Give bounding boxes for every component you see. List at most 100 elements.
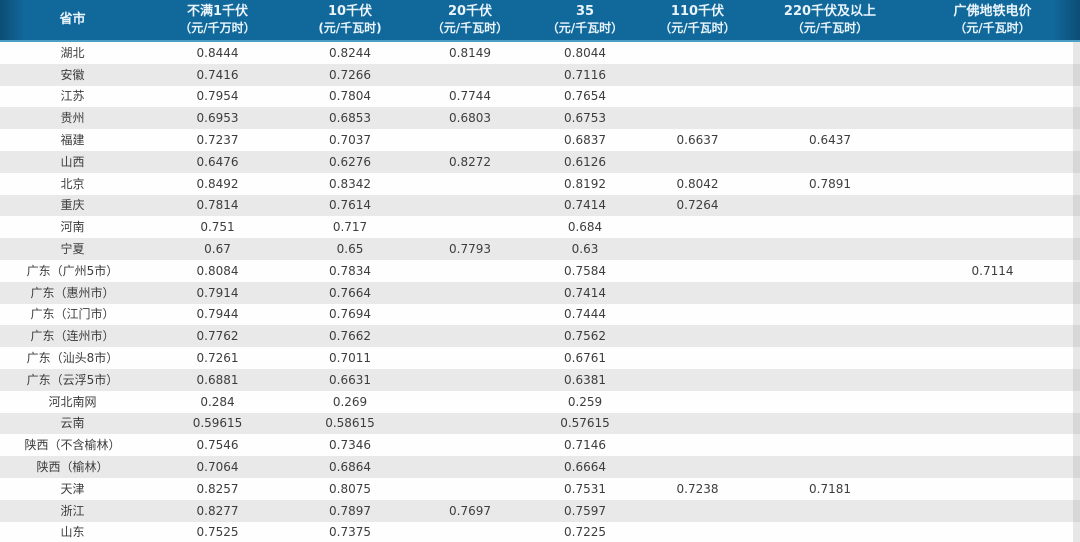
row-label-province: 山东	[60, 525, 85, 540]
price-cell: 0.7891	[809, 176, 851, 191]
price-cell	[755, 434, 905, 456]
row-label-province: 云南	[60, 416, 85, 431]
price-cell: 0.7584	[564, 263, 606, 278]
price-cell: 0.6864	[329, 460, 371, 475]
price-cell	[755, 325, 905, 347]
price-cell	[755, 64, 905, 86]
price-cell: 0.7266	[329, 67, 371, 82]
price-cell	[905, 195, 1080, 217]
price-cell: 0.8084	[196, 263, 239, 278]
column-title: 220千伏及以上	[783, 4, 877, 20]
price-cell: 0.751	[200, 220, 235, 235]
price-cell	[410, 325, 530, 347]
price-cell	[905, 391, 1080, 413]
price-cell: 0.7525	[196, 525, 239, 540]
column-title: 110千伏	[670, 4, 725, 20]
price-cell	[640, 151, 755, 173]
price-cell	[640, 325, 755, 347]
price-cell: 0.7444	[564, 307, 606, 322]
table-row: 天津 0.8257 0.8075 0.7531 0.7238 0.7181	[0, 477, 1080, 500]
price-cell	[755, 304, 905, 326]
price-cell	[755, 216, 905, 238]
price-cell: 0.7238	[676, 481, 719, 496]
price-cell: 0.59615	[192, 416, 243, 431]
price-cell: 0.67	[204, 242, 231, 257]
price-cell: 0.57615	[560, 416, 610, 431]
row-label-province: 陕西（不含榆林）	[24, 438, 121, 453]
column-header-under-1kv: 不满1千伏 （元/千万时）	[145, 0, 290, 42]
column-header-35kv: 35 （元/千瓦时）	[530, 0, 640, 42]
row-label-province: 河北南网	[48, 394, 97, 409]
table-row: 北京 0.8492 0.8342 0.8192 0.8042 0.7891	[0, 172, 1080, 195]
price-cell: 0.8277	[196, 503, 239, 518]
table-row: 安徽 0.7416 0.7266 0.7116	[0, 63, 1080, 86]
price-cell	[410, 456, 530, 478]
price-cell	[640, 41, 755, 64]
price-cell	[755, 456, 905, 478]
price-cell: 0.8075	[329, 481, 371, 496]
price-cell	[755, 282, 905, 304]
price-cell	[410, 478, 530, 500]
column-unit: （元/千瓦时）	[954, 20, 1031, 35]
price-cell	[905, 434, 1080, 456]
table-row: 贵州 0.6953 0.6853 0.6803 0.6753	[0, 107, 1080, 130]
column-header-guangfo-metro-price: 广佛地铁电价 （元/千瓦时）	[905, 0, 1080, 42]
row-label-province: 江苏	[60, 89, 85, 104]
price-cell	[640, 347, 755, 369]
price-cell	[410, 304, 530, 326]
price-cell: 0.6637	[676, 133, 719, 148]
table-row: 广东（汕头8市） 0.7261 0.7011 0.6761	[0, 347, 1080, 369]
price-cell	[640, 238, 755, 260]
price-cell	[905, 304, 1080, 326]
price-cell: 0.7694	[329, 307, 371, 322]
price-cell: 0.8044	[564, 45, 606, 60]
row-label-province: 广东（广州5市）	[26, 263, 119, 278]
price-cell	[410, 391, 530, 413]
price-cell: 0.7814	[196, 198, 239, 213]
column-header-20kv: 20千伏 （元/千瓦时）	[410, 0, 530, 42]
price-cell: 0.7562	[564, 329, 606, 344]
table-header: 省市 不满1千伏 （元/千万时） 10千伏 (元/千瓦时) 20千伏 （元/千瓦…	[0, 0, 1080, 42]
price-cell: 0.7897	[329, 503, 371, 518]
price-cell: 0.7064	[196, 460, 239, 475]
price-cell: 0.7834	[329, 263, 371, 278]
price-cell	[410, 260, 530, 282]
price-cell: 0.6803	[449, 111, 491, 126]
price-cell	[755, 238, 905, 260]
price-cell: 0.6837	[564, 133, 606, 148]
table-row: 山东 0.7525 0.7375 0.7225	[0, 521, 1080, 542]
price-cell	[640, 413, 755, 435]
price-cell	[640, 260, 755, 282]
row-label-province: 湖北	[60, 45, 85, 60]
row-label-province: 广东（惠州市）	[30, 285, 115, 300]
column-title: 广佛地铁电价	[953, 4, 1032, 20]
table-row: 河北南网 0.284 0.269 0.259	[0, 390, 1080, 413]
price-cell	[410, 347, 530, 369]
price-cell: 0.7264	[676, 198, 719, 213]
row-label-province: 宁夏	[60, 242, 85, 257]
price-cell: 0.8149	[449, 45, 491, 60]
price-cell	[905, 325, 1080, 347]
price-cell: 0.7237	[196, 133, 239, 148]
price-cell: 0.7804	[329, 89, 371, 104]
price-cell	[640, 500, 755, 522]
price-cell: 0.7614	[329, 198, 371, 213]
table-body: 湖北 0.8444 0.8244 0.8149 0.8044 安徽 0.7416 0.7266…	[0, 41, 1080, 542]
price-cell: 0.6631	[329, 372, 371, 387]
table-row: 重庆 0.7814 0.7614 0.7414 0.7264	[0, 194, 1080, 217]
price-cell: 0.8244	[329, 45, 371, 60]
price-cell: 0.6126	[564, 154, 606, 169]
table-row: 广东（江门市） 0.7944 0.7694 0.7444	[0, 303, 1080, 326]
row-label-province: 安徽	[60, 67, 85, 82]
price-cell: 0.63	[571, 242, 599, 257]
column-header-province: 省市	[0, 0, 145, 42]
price-cell: 0.7414	[564, 198, 606, 213]
price-cell: 0.7762	[196, 329, 239, 344]
price-cell: 0.7037	[329, 133, 371, 148]
row-label-province: 贵州	[60, 111, 85, 126]
price-cell: 0.8492	[196, 176, 239, 191]
row-label-province: 广东（江门市）	[30, 307, 115, 322]
price-cell: 0.8042	[676, 176, 719, 191]
price-cell: 0.7793	[449, 242, 491, 257]
